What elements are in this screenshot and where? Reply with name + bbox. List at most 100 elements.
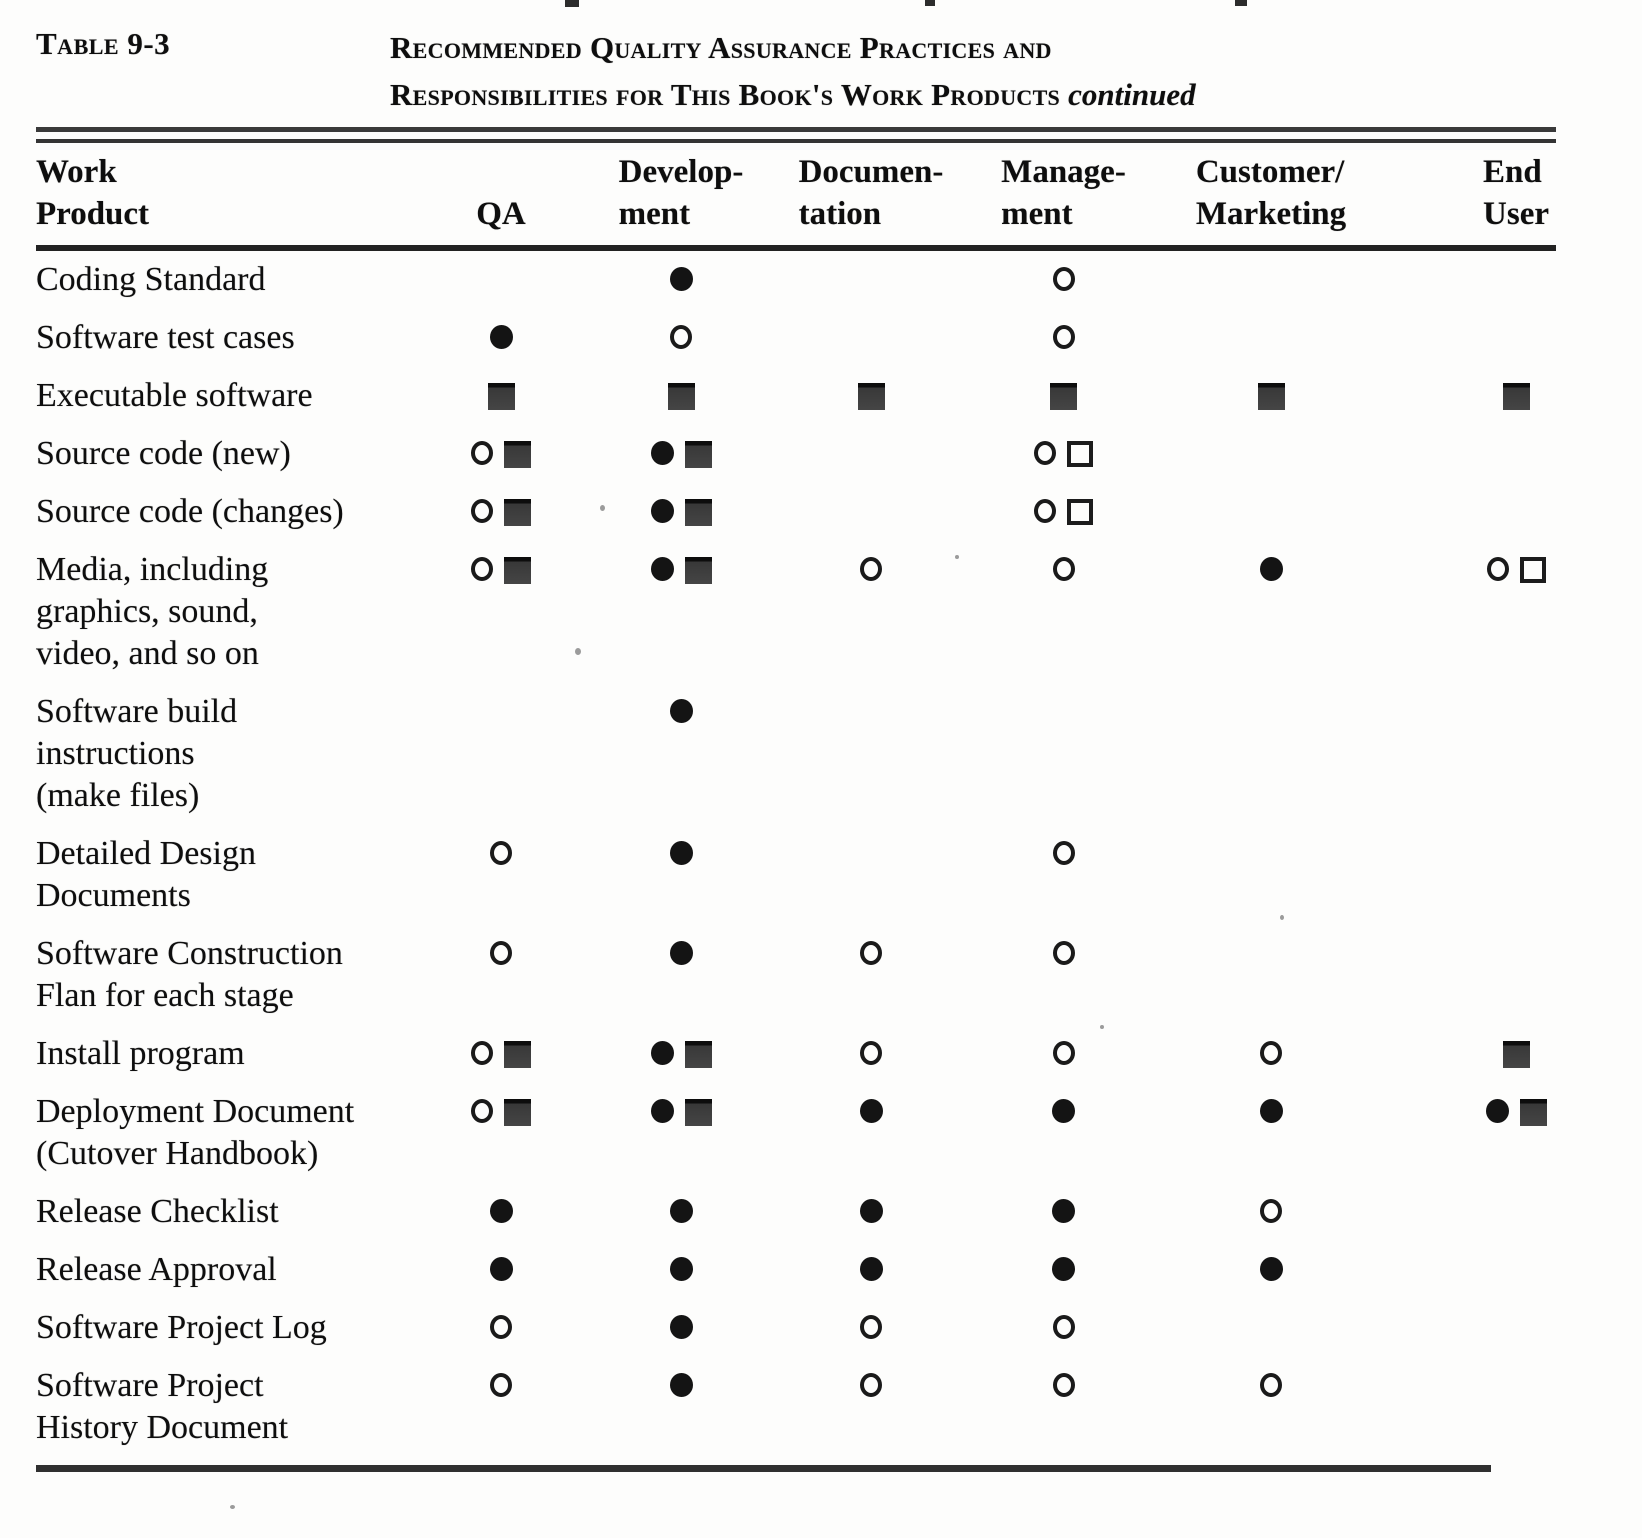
cell-documentation	[781, 1365, 961, 1449]
cell-customer-marketing	[1166, 549, 1376, 675]
work-product-name: Coding Standard	[36, 261, 266, 298]
open-circle-icon	[1052, 325, 1075, 349]
cell-customer-marketing	[1166, 1033, 1376, 1075]
filled-circle-icon	[669, 941, 693, 965]
cell-development	[581, 1033, 781, 1075]
cell-documentation	[781, 375, 961, 417]
cell-customer-marketing	[1166, 375, 1376, 417]
scan-speck	[600, 505, 605, 511]
scan-artifact	[1235, 0, 1247, 6]
cell-development	[581, 933, 781, 1017]
table-row: Software Project History Document	[36, 1365, 1556, 1449]
filled-square-icon	[504, 499, 531, 526]
cell-qa	[421, 1033, 581, 1075]
open-circle-icon	[860, 941, 882, 965]
cell-qa	[421, 1191, 581, 1233]
column-header-label: QA	[476, 196, 526, 232]
cell-end-user	[1376, 1307, 1556, 1349]
filled-circle-icon	[669, 1315, 693, 1339]
cell-end-user	[1376, 1249, 1556, 1291]
cell-documentation	[781, 549, 961, 675]
filled-circle-icon	[1259, 557, 1283, 581]
cell-qa	[421, 549, 581, 675]
open-circle-icon	[1052, 1041, 1075, 1065]
table-row: Coding Standard	[36, 259, 1556, 301]
cell-documentation	[781, 259, 961, 301]
cell-documentation	[781, 491, 961, 533]
cell-documentation	[781, 317, 961, 359]
cell-end-user	[1376, 317, 1556, 359]
cell-development	[581, 375, 781, 417]
open-circle-icon	[1052, 841, 1075, 865]
cell-end-user	[1376, 1365, 1556, 1449]
table-caption: Table 9-3 Recommended Quality Assurance …	[0, 0, 1642, 118]
filled-circle-icon	[1259, 1257, 1283, 1281]
cell-management	[961, 491, 1166, 533]
cell-development	[581, 259, 781, 301]
open-circle-icon	[1034, 441, 1056, 465]
cell-development	[581, 433, 781, 475]
open-circle-icon	[1052, 1315, 1075, 1339]
column-header-development: Develop-ment	[581, 151, 781, 235]
table-row: Deployment Document (Cutover Handbook)	[36, 1091, 1556, 1175]
table-row: Executable software	[36, 375, 1556, 417]
column-header-work-product: Work Product	[36, 151, 421, 235]
open-square-icon	[1067, 441, 1093, 467]
filled-circle-icon	[650, 441, 674, 465]
cell-customer-marketing	[1166, 1365, 1376, 1449]
table-row: Source code (new)	[36, 433, 1556, 475]
open-circle-icon	[670, 325, 692, 349]
cell-development	[581, 1365, 781, 1449]
cell-development	[581, 1307, 781, 1349]
cell-development	[581, 1249, 781, 1291]
cell-documentation	[781, 691, 961, 817]
filled-square-icon	[1502, 383, 1530, 410]
filled-square-icon	[487, 383, 515, 410]
cell-documentation	[781, 933, 961, 1017]
cell-qa	[421, 1307, 581, 1349]
cell-customer-marketing	[1166, 433, 1376, 475]
cell-end-user	[1376, 691, 1556, 817]
table-row: Software Project Log	[36, 1307, 1556, 1349]
cell-qa	[421, 433, 581, 475]
open-circle-icon	[860, 1041, 882, 1065]
cell-qa	[421, 259, 581, 301]
filled-circle-icon	[650, 1099, 674, 1123]
open-circle-icon	[471, 441, 493, 465]
filled-square-icon	[684, 1099, 712, 1126]
open-circle-icon	[1260, 1373, 1282, 1397]
filled-circle-icon	[1052, 1257, 1075, 1281]
cell-development	[581, 491, 781, 533]
filled-square-icon	[504, 557, 531, 584]
filled-circle-icon	[650, 499, 674, 523]
column-header-management: Manage-ment	[961, 151, 1166, 235]
cell-documentation	[781, 833, 961, 917]
filled-square-icon	[684, 557, 712, 584]
scan-artifact	[925, 0, 935, 6]
cell-documentation	[781, 1249, 961, 1291]
work-product-name: Software Project Log	[36, 1309, 327, 1346]
filled-square-icon	[504, 1099, 531, 1126]
filled-circle-icon	[859, 1199, 883, 1223]
filled-circle-icon	[669, 1373, 693, 1397]
cell-end-user	[1376, 491, 1556, 533]
cell-customer-marketing	[1166, 933, 1376, 1017]
open-circle-icon	[860, 557, 882, 581]
filled-square-icon	[1050, 383, 1077, 410]
cell-management	[961, 259, 1166, 301]
cell-qa	[421, 691, 581, 817]
column-header-end-user: End User	[1376, 151, 1556, 235]
title-line2: Responsibilities for This Book's Work Pr…	[390, 77, 1061, 112]
top-double-rule	[36, 127, 1556, 143]
table-title: Recommended Quality Assurance Practices …	[390, 24, 1196, 118]
cell-qa	[421, 375, 581, 417]
cell-documentation	[781, 433, 961, 475]
cell-customer-marketing	[1166, 259, 1376, 301]
filled-square-icon	[1519, 1099, 1547, 1126]
work-product-name: Software test cases	[36, 319, 295, 356]
filled-square-icon	[504, 1041, 531, 1068]
scan-speck	[575, 648, 581, 655]
column-header-label: Work Product	[36, 154, 150, 232]
cell-development	[581, 1091, 781, 1175]
cell-development	[581, 549, 781, 675]
